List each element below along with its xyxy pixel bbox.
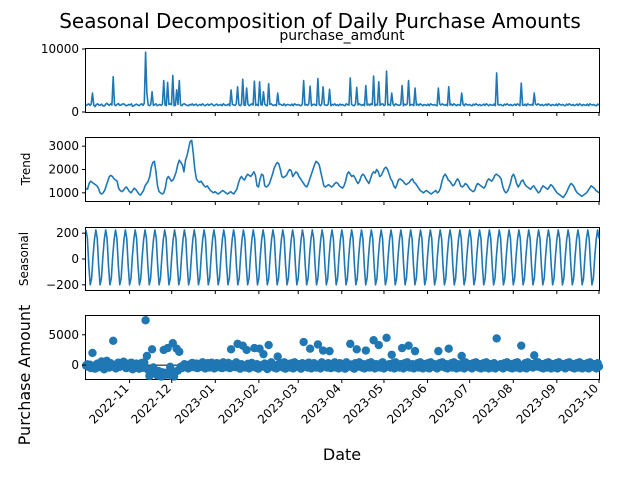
residual-point	[242, 345, 251, 355]
residual-point	[313, 340, 323, 349]
residual-point	[361, 346, 371, 355]
residual-point	[259, 349, 268, 359]
y-tick-label: 1000	[48, 186, 79, 200]
y-tick-label: 3000	[48, 139, 79, 153]
y-tick-label: 5000	[48, 328, 79, 342]
x-axis-label: Date	[323, 445, 361, 464]
residual-point	[147, 345, 157, 354]
residual-point	[346, 339, 355, 349]
residual-point	[142, 351, 152, 361]
residual-point	[457, 351, 466, 361]
residual-point	[175, 347, 184, 356]
seasonal-axis-label: Seasonal	[17, 232, 31, 286]
residual-point	[325, 346, 334, 356]
y-tick-label: 10000	[41, 42, 79, 56]
residual-point	[88, 348, 97, 358]
x-tick-label: 2023-06	[384, 381, 429, 426]
seasonal-series-line	[85, 229, 600, 286]
observed-series-group	[85, 51, 600, 108]
residual-series-group	[81, 316, 604, 381]
y-tick-label: 200	[56, 226, 79, 240]
residual-point	[226, 345, 236, 354]
observed-panel-title: purchase_amount	[279, 28, 405, 44]
seasonal-y-ticks: −200 0 200	[46, 226, 86, 292]
x-tick-label: 2023-04	[299, 381, 344, 426]
trend-plot-frame	[85, 137, 600, 202]
residual-point	[352, 345, 361, 354]
residual-y-ticks: 0 5000	[48, 328, 86, 372]
residual-point	[382, 333, 391, 343]
residual-plot-frame	[85, 315, 600, 380]
x-tick-label: 2022-11	[86, 381, 131, 426]
residual-point	[397, 343, 407, 353]
residual-point	[140, 358, 149, 367]
residual-point	[305, 344, 315, 353]
x-tick-label: 2023-02	[216, 381, 261, 426]
x-tick-label: 2023-07	[426, 381, 471, 426]
residual-point	[264, 340, 273, 350]
y-tick-label: 0	[71, 358, 79, 372]
residual-point	[594, 362, 604, 371]
residual-point	[374, 340, 383, 350]
observed-series-line	[85, 51, 600, 108]
x-tick-label: 2023-08	[470, 381, 515, 426]
figure-title: Seasonal Decomposition of Daily Purchase…	[59, 9, 581, 33]
observed-y-ticks: 0 10000	[41, 42, 86, 119]
residual-point	[387, 350, 396, 359]
x-tick-label: 2023-01	[172, 381, 217, 426]
x-tick-label: 2023-03	[255, 381, 300, 426]
residual-point	[410, 346, 420, 356]
residual-point	[318, 346, 328, 355]
residual-point	[517, 341, 526, 350]
residual-point	[141, 316, 150, 325]
residual-point	[492, 334, 501, 343]
trend-y-ticks: 1000 2000 3000	[48, 139, 86, 200]
observed-panel: purchase_amount 0 10000	[41, 28, 600, 119]
x-tick-label: 2022-12	[129, 381, 174, 426]
trend-axis-label: Trend	[19, 153, 33, 187]
trend-series-line	[85, 139, 600, 199]
x-tick-label: 2023-05	[341, 381, 386, 426]
residual-point	[444, 344, 453, 353]
seasonal-panel: −200 0 200 Seasonal	[17, 226, 600, 292]
residual-point	[273, 352, 282, 361]
residual-point	[404, 341, 413, 350]
y-tick-label: 0	[71, 105, 79, 119]
residual-panel: 0 5000	[48, 315, 604, 381]
seasonal-series-group	[85, 229, 600, 286]
residual-point	[109, 336, 118, 346]
trend-series-group	[85, 139, 600, 199]
y-tick-label: −200	[46, 278, 79, 292]
residual-point	[434, 346, 443, 356]
y-axis-label: Purchase Amount	[15, 305, 34, 446]
y-tick-label: 2000	[48, 163, 79, 177]
residual-point	[530, 351, 539, 360]
x-tick-label: 2023-10	[556, 381, 601, 426]
trend-panel: 1000 2000 3000 Trend	[19, 137, 600, 202]
observed-plot-frame	[85, 48, 600, 113]
x-tick-label: 2023-09	[514, 381, 559, 426]
residual-point	[299, 337, 308, 347]
y-tick-label: 0	[71, 252, 79, 266]
